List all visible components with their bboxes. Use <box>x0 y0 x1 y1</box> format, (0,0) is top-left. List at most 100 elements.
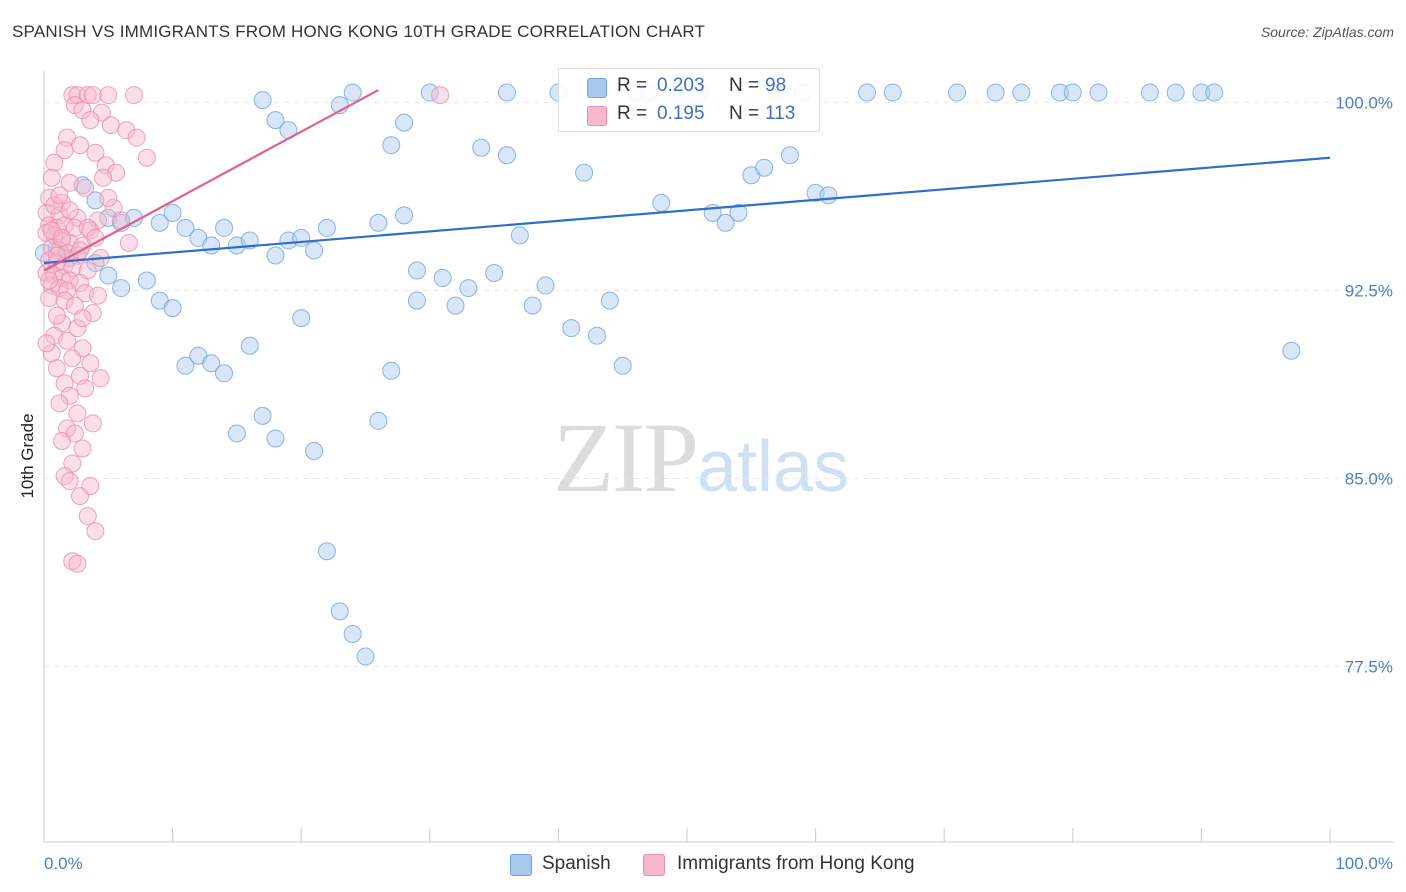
hk-point[interactable] <box>91 369 110 388</box>
spanish-point[interactable] <box>369 213 388 232</box>
spanish-point[interactable] <box>497 146 516 165</box>
hk-point[interactable] <box>68 404 87 423</box>
hk-point[interactable] <box>86 143 105 162</box>
hk-point[interactable] <box>125 86 144 105</box>
hk-point[interactable] <box>37 334 56 353</box>
hk-point[interactable] <box>53 431 72 450</box>
spanish-point[interactable] <box>395 206 414 225</box>
hk-point[interactable] <box>99 188 118 207</box>
spanish-point[interactable] <box>253 91 272 110</box>
source-label[interactable]: Source: ZipAtlas.com <box>1260 24 1394 40</box>
spanish-point[interactable] <box>459 279 478 298</box>
hk-point[interactable] <box>101 116 120 135</box>
hk-point[interactable] <box>119 233 138 252</box>
hk-point[interactable] <box>68 554 87 573</box>
hk-point[interactable] <box>89 211 108 230</box>
spanish-point[interactable] <box>819 186 838 205</box>
spanish-point[interactable] <box>536 276 555 295</box>
hk-point[interactable] <box>117 121 136 140</box>
hk-point[interactable] <box>60 472 79 491</box>
spanish-point[interactable] <box>215 364 234 383</box>
spanish-point[interactable] <box>986 83 1005 102</box>
spanish-point[interactable] <box>240 231 259 250</box>
spanish-point[interactable] <box>446 296 465 315</box>
hk-point[interactable] <box>76 178 95 197</box>
spanish-point[interactable] <box>240 336 259 355</box>
spanish-point[interactable] <box>343 624 362 643</box>
spanish-point[interactable] <box>1166 83 1185 102</box>
hk-point[interactable] <box>63 552 82 571</box>
spanish-point[interactable] <box>266 111 285 130</box>
spanish-point[interactable] <box>420 83 439 102</box>
hk-point[interactable] <box>89 286 108 305</box>
spanish-point[interactable] <box>227 424 246 443</box>
spanish-point[interactable] <box>163 203 182 222</box>
hk-point[interactable] <box>50 394 69 413</box>
hk-point[interactable] <box>53 228 72 247</box>
spanish-point[interactable] <box>575 163 594 182</box>
hk-point[interactable] <box>60 386 79 405</box>
hk-point[interactable] <box>73 101 92 120</box>
spanish-point[interactable] <box>755 158 774 177</box>
spanish-point[interactable] <box>485 264 504 283</box>
hk-point[interactable] <box>78 218 97 237</box>
spanish-point[interactable] <box>1050 83 1069 102</box>
spanish-point[interactable] <box>729 203 748 222</box>
hk-point[interactable] <box>42 221 61 240</box>
spanish-point[interactable] <box>176 356 195 375</box>
hk-point[interactable] <box>47 359 66 378</box>
hk-point[interactable] <box>55 141 74 160</box>
spanish-point[interactable] <box>215 218 234 237</box>
spanish-point[interactable] <box>369 411 388 430</box>
spanish-point[interactable] <box>137 271 156 290</box>
spanish-point[interactable] <box>407 291 426 310</box>
spanish-point[interactable] <box>176 218 195 237</box>
spanish-point[interactable] <box>433 269 452 288</box>
spanish-point[interactable] <box>382 361 401 380</box>
spanish-point[interactable] <box>202 354 221 373</box>
hk-point[interactable] <box>76 379 95 398</box>
spanish-point[interactable] <box>1140 83 1159 102</box>
spanish-point[interactable] <box>716 213 735 232</box>
spanish-point[interactable] <box>613 356 632 375</box>
hk-point[interactable] <box>99 86 118 105</box>
hk-point[interactable] <box>137 148 156 167</box>
hk-point[interactable] <box>127 128 146 147</box>
spanish-point[interactable] <box>305 441 324 460</box>
hk-point[interactable] <box>60 201 79 220</box>
hk-point[interactable] <box>42 168 61 187</box>
spanish-point[interactable] <box>292 309 311 328</box>
hk-point[interactable] <box>40 271 59 290</box>
spanish-point[interactable] <box>510 226 529 245</box>
hk-point[interactable] <box>431 86 450 105</box>
spanish-point[interactable] <box>652 193 671 212</box>
spanish-point[interactable] <box>1205 83 1224 102</box>
spanish-point[interactable] <box>343 83 362 102</box>
hk-point[interactable] <box>40 289 59 308</box>
hk-point[interactable] <box>50 186 69 205</box>
spanish-point[interactable] <box>395 113 414 132</box>
spanish-point[interactable] <box>1089 83 1108 102</box>
hk-point[interactable] <box>81 111 100 130</box>
hk-point[interactable] <box>63 349 82 368</box>
spanish-point[interactable] <box>317 218 336 237</box>
spanish-point[interactable] <box>356 647 375 666</box>
spanish-point[interactable] <box>883 83 902 102</box>
hk-point[interactable] <box>83 304 102 323</box>
spanish-point[interactable] <box>253 406 272 425</box>
hk-point[interactable] <box>73 439 92 458</box>
spanish-point[interactable] <box>99 266 118 285</box>
spanish-point[interactable] <box>587 326 606 345</box>
spanish-point[interactable] <box>163 299 182 318</box>
spanish-point[interactable] <box>780 146 799 165</box>
spanish-point[interactable] <box>317 542 336 561</box>
hk-point[interactable] <box>73 309 92 328</box>
hk-point[interactable] <box>71 136 90 155</box>
hk-point[interactable] <box>71 487 90 506</box>
hk-point[interactable] <box>83 86 102 105</box>
hk-point[interactable] <box>86 522 105 541</box>
hk-point[interactable] <box>55 467 74 486</box>
hk-point[interactable] <box>68 319 87 338</box>
hk-point[interactable] <box>94 168 113 187</box>
spanish-point[interactable] <box>523 296 542 315</box>
